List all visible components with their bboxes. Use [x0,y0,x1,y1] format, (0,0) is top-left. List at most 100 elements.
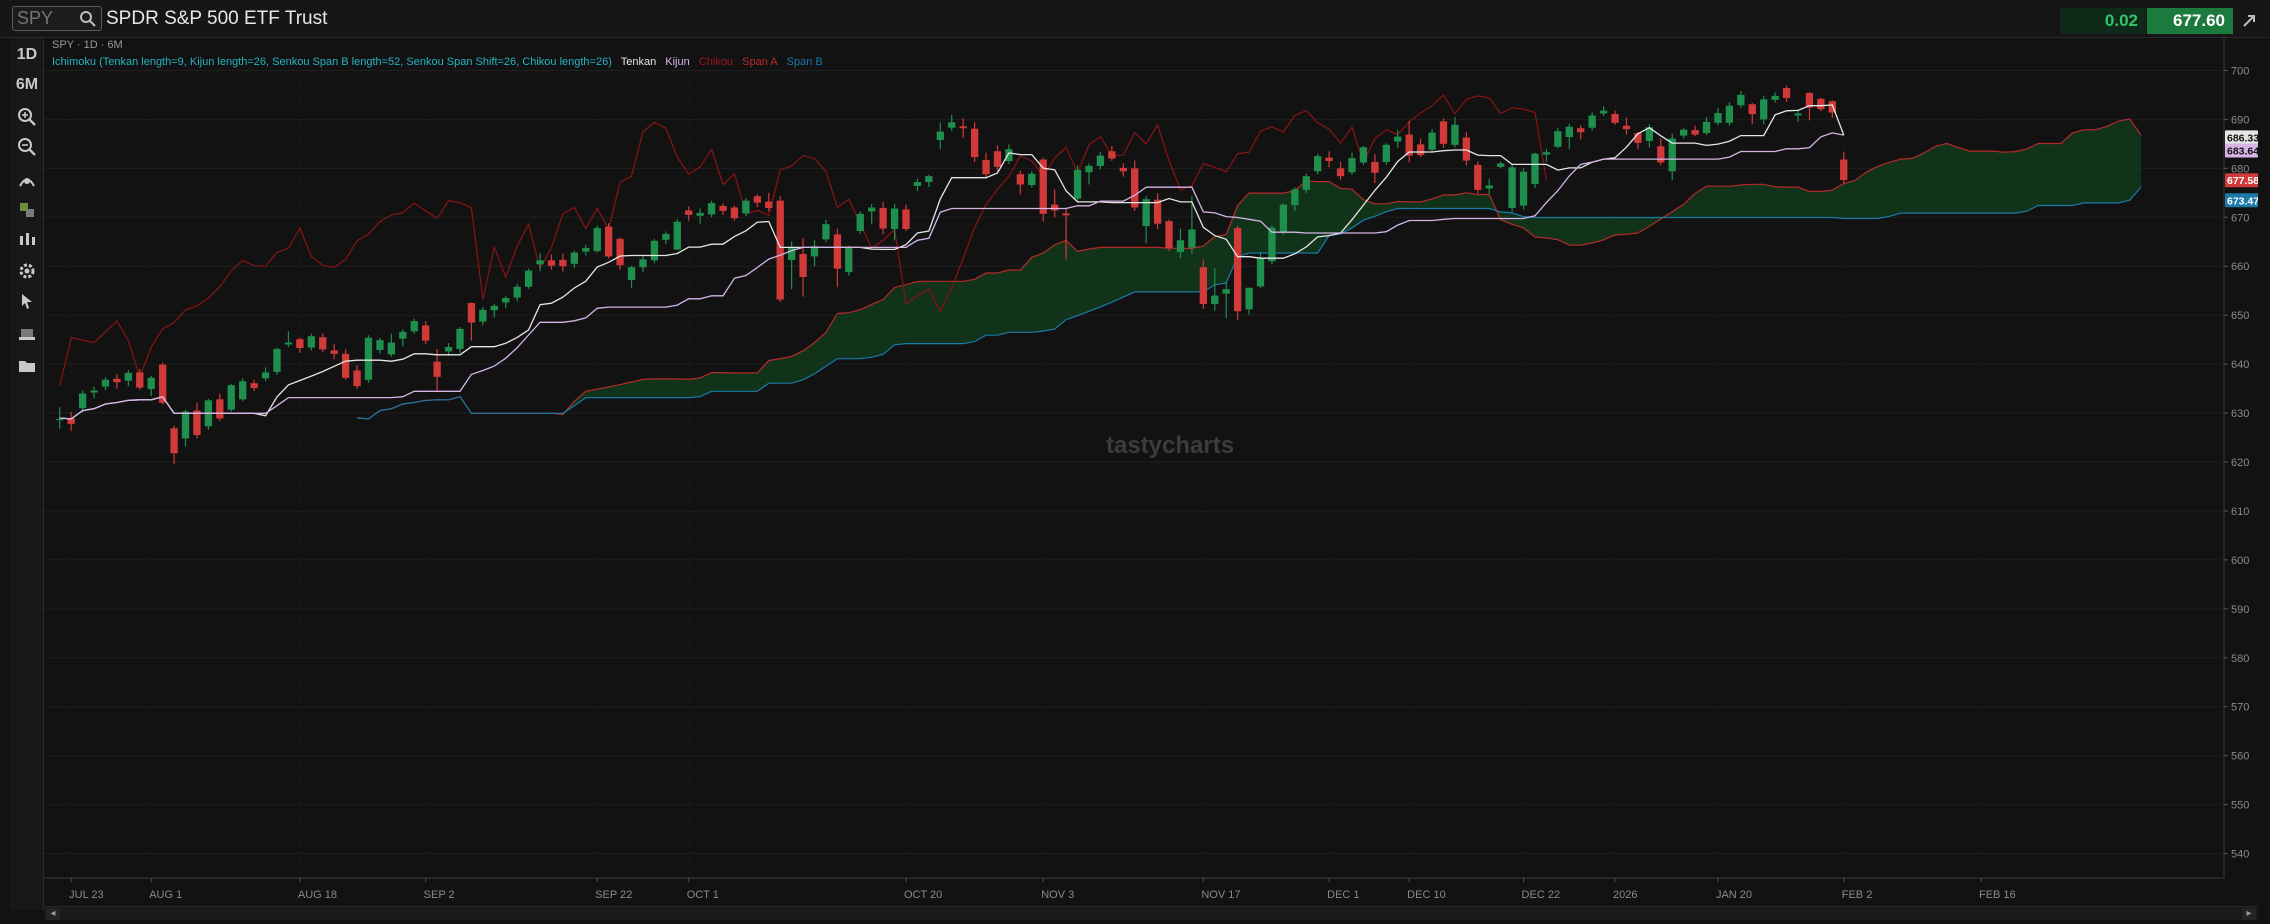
candle-body [1771,95,1779,100]
candle-body [1611,114,1619,123]
candle-body [376,340,384,350]
search-icon[interactable] [79,10,97,28]
interval-button[interactable]: 1D [16,46,38,63]
price-chart[interactable]: 540 550 560 570 580 590 600 610 620 630 640 650 660 6… [44,38,2258,910]
candle [1211,268,1219,311]
y-tick-label: 560 [2231,751,2249,763]
candle [1233,226,1242,321]
candle-body [1142,199,1150,227]
scroll-right-arrow[interactable]: ▸ [2242,908,2256,920]
price-label-box [2225,143,2258,158]
candle-body [490,305,498,311]
y-tick-label: 600 [2231,555,2249,567]
candle-body [1622,125,1631,130]
candle-body [353,370,361,387]
candle [559,253,567,272]
range-button[interactable]: 6M [15,76,39,93]
candle-body [1131,168,1139,208]
candle [868,204,876,225]
folder-icon[interactable] [17,356,37,376]
y-tick-label: 680 [2231,163,2249,175]
candle [1508,164,1516,212]
candle [1679,128,1688,139]
candle [147,375,155,396]
candle [193,402,201,439]
popout-icon[interactable] [2240,12,2258,30]
candle-body [1405,134,1413,156]
candle [1474,161,1482,194]
candle [136,369,144,390]
candle [582,244,590,256]
chart-area[interactable]: 540 550 560 570 580 590 600 610 620 630 640 650 660 6… [44,38,2258,910]
candle [364,335,373,383]
legend-tenkan[interactable]: Tenkan [620,56,657,68]
candle [341,349,350,380]
x-tick-label: OCT 20 [904,889,942,901]
candle-body [1348,158,1356,173]
zoom-in-icon[interactable] [17,107,37,127]
candle [902,204,910,231]
price-label-box [2225,173,2258,188]
candle [1611,110,1619,125]
candle [227,383,235,412]
candle-body [1737,94,1745,106]
legend-ichimoku[interactable]: Ichimoku (Tenkan length=9, Kijun length=… [52,56,612,68]
settings-icon[interactable] [17,261,37,281]
scroll-left-arrow[interactable]: ◂ [46,908,60,920]
candle [707,200,716,218]
style-icon[interactable] [17,200,37,220]
candle [1439,118,1448,148]
candle-body [1508,167,1516,208]
candle-body [1485,185,1493,189]
candle [1279,203,1288,235]
legend-span-a[interactable]: Span A [742,56,778,68]
ichimoku-legend[interactable]: Ichimoku (Tenkan length=9, Kijun length=… [52,56,829,68]
candle-body [1096,155,1105,166]
candle [387,333,396,357]
candle-body [1794,113,1802,116]
candle [1336,161,1345,180]
candle [982,152,990,179]
candle-body [1725,105,1734,123]
candle [1497,161,1505,169]
cursor-icon[interactable] [17,291,37,311]
candle-body [925,176,933,183]
candle-body [1051,204,1059,211]
candle [1531,152,1539,188]
candle [1096,151,1105,170]
symbol-input[interactable] [17,8,77,29]
candle-body [948,122,956,128]
candle-body [1519,171,1528,206]
candle-body [707,203,716,215]
top-bar: SPDR S&P 500 ETF Trust 0.02 677.60 [0,0,2270,38]
candle [1668,133,1676,181]
candle [1165,219,1173,252]
candle-body [319,337,327,350]
layers-icon[interactable] [17,324,37,344]
chart-scrollbar[interactable]: ◂ ▸ [44,906,2258,920]
candle [1725,102,1734,126]
candle-body [170,428,178,454]
legend-span-b[interactable]: Span B [786,56,823,68]
span-b-line [357,186,2142,420]
candle-body [673,221,681,250]
candle-body [959,126,967,129]
candle-body [845,247,853,273]
candle-body [685,210,693,215]
legend-chikou[interactable]: Chikou [698,56,734,68]
drawing-tools-icon[interactable] [17,171,37,191]
studies-icon[interactable] [17,230,37,250]
candle [948,115,956,132]
candle-body [1462,137,1471,161]
candle-body [1325,157,1333,162]
candle-body [1085,165,1093,173]
candle-body [879,207,887,229]
candle [822,219,830,243]
legend-kijun[interactable]: Kijun [665,56,690,68]
symbol-search-box[interactable] [12,6,102,31]
candle [787,241,796,290]
kijun-line [59,132,1844,420]
candle [1302,173,1310,193]
zoom-out-icon[interactable] [17,137,37,157]
candle [970,122,979,162]
